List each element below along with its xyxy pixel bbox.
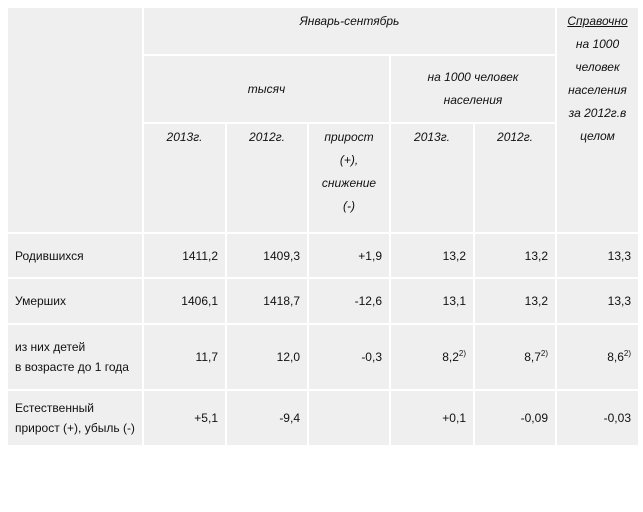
reference-line-3: населения	[568, 83, 627, 97]
row-label-line-1: Естественный	[15, 401, 94, 415]
table-row: из них детей в возрасте до 1 года 11,7 1…	[8, 325, 638, 389]
cell-value: 13,3	[557, 279, 638, 323]
per1000-line-1: на 1000 человек	[427, 70, 519, 84]
cell-value: 1411,2	[144, 234, 225, 277]
reference-line-1: на 1000	[575, 37, 620, 51]
per1000-line-2: населения	[443, 93, 503, 107]
change-line-3: снижение	[321, 176, 377, 190]
col-change-header: прирост (+), снижение (-)	[309, 124, 389, 232]
value-text: 8,2	[442, 350, 459, 364]
cell-value: 13,2	[391, 234, 473, 277]
cell-value: -9,4	[227, 391, 307, 445]
cell-value: 12,0	[227, 325, 307, 389]
cell-value: 13,3	[557, 234, 638, 277]
change-line-4: (-)	[343, 199, 355, 213]
cell-value: -12,6	[309, 279, 389, 323]
row-label-line-1: из них детей	[15, 340, 86, 354]
row-label: Родившихся	[8, 234, 142, 277]
cell-value: +1,9	[309, 234, 389, 277]
cell-value: 13,2	[475, 234, 555, 277]
row-label-line-2: в возрасте до 1 года	[15, 360, 129, 374]
row-label: Умерших	[8, 279, 142, 323]
change-line-2: (+),	[339, 153, 359, 167]
footnote-mark: 2)	[540, 349, 548, 358]
cell-value: 8,22)	[391, 325, 473, 389]
reference-header: Справочно на 1000 человек населения за 2…	[557, 8, 638, 232]
cell-value: 8,62)	[557, 325, 638, 389]
row-label: из них детей в возрасте до 1 года	[8, 325, 142, 389]
reference-title: Справочно	[567, 14, 628, 28]
cell-value: -0,03	[557, 391, 638, 445]
statistics-table: Январь-сентябрь Справочно на 1000 челове…	[6, 6, 640, 447]
value-text: 8,6	[607, 350, 624, 364]
cell-value: 1409,3	[227, 234, 307, 277]
col-2012-header: 2012г.	[227, 124, 307, 232]
value-text: 8,7	[524, 350, 541, 364]
cell-value: -0,09	[475, 391, 555, 445]
table-row: Естественный прирост (+), убыль (-) +5,1…	[8, 391, 638, 445]
period-header: Январь-сентябрь	[144, 8, 555, 54]
cell-value: 13,1	[391, 279, 473, 323]
footnote-mark: 2)	[623, 349, 631, 358]
cell-value: 11,7	[144, 325, 225, 389]
corner-cell	[8, 8, 142, 232]
cell-value: +5,1	[144, 391, 225, 445]
table-row: Умерших 1406,1 1418,7 -12,6 13,1 13,2 13…	[8, 279, 638, 323]
cell-value: 8,72)	[475, 325, 555, 389]
cell-value: 13,2	[475, 279, 555, 323]
reference-line-4: за 2012г.в	[568, 106, 627, 120]
row-label: Естественный прирост (+), убыль (-)	[8, 391, 142, 445]
reference-line-5: целом	[580, 129, 615, 143]
row-label-line-2: прирост (+), убыль (-)	[15, 421, 135, 435]
cell-value: -0,3	[309, 325, 389, 389]
thousands-header: тысяч	[144, 56, 389, 122]
cell-value: 1418,7	[227, 279, 307, 323]
col-2013-per1000-header: 2013г.	[391, 124, 473, 232]
col-2012-per1000-header: 2012г.	[475, 124, 555, 232]
col-2013-header: 2013г.	[144, 124, 225, 232]
cell-value	[309, 391, 389, 445]
cell-value: +0,1	[391, 391, 473, 445]
per1000-header: на 1000 человек населения	[391, 56, 555, 122]
table-row: Родившихся 1411,2 1409,3 +1,9 13,2 13,2 …	[8, 234, 638, 277]
footnote-mark: 2)	[458, 349, 466, 358]
cell-value: 1406,1	[144, 279, 225, 323]
reference-line-2: человек	[575, 60, 620, 74]
change-line-1: прирост	[324, 130, 374, 144]
